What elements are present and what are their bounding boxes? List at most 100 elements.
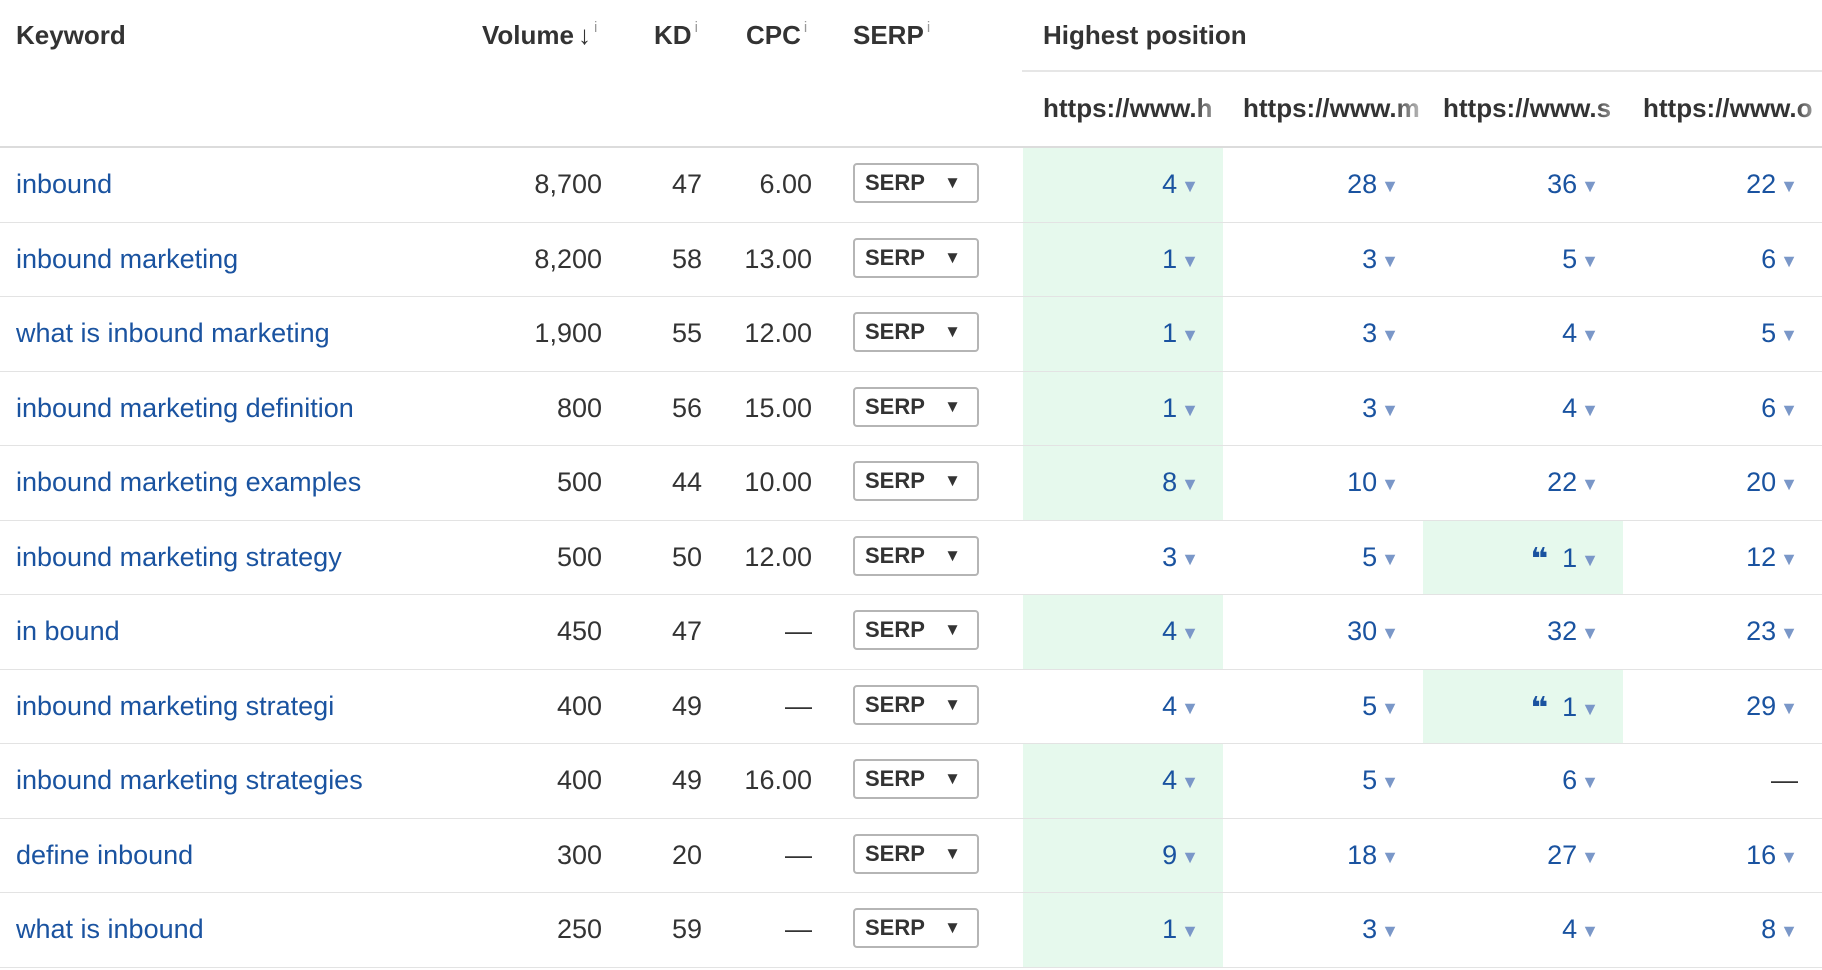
keyword-link[interactable]: inbound marketing strategy bbox=[16, 541, 342, 572]
position-caret-icon: ▼ bbox=[1381, 846, 1399, 867]
position-cell[interactable]: 6 ▼ bbox=[1423, 744, 1623, 818]
position-cell[interactable]: 1 ▼ bbox=[1023, 297, 1223, 371]
position-cell[interactable]: 10 ▼ bbox=[1223, 446, 1423, 520]
serp-dropdown-button[interactable]: SERP ▼ bbox=[853, 312, 979, 352]
position-cell[interactable]: 5 ▼ bbox=[1223, 744, 1423, 818]
position-cell[interactable]: 1 ▼ bbox=[1023, 893, 1223, 967]
position-cell[interactable]: 3 ▼ bbox=[1223, 223, 1423, 297]
serp-dropdown-button[interactable]: SERP ▼ bbox=[853, 163, 979, 203]
position-cell[interactable]: ❝ 1 ▼ bbox=[1423, 520, 1623, 594]
kd-value: 55 bbox=[671, 318, 702, 348]
position-cell[interactable]: 4 ▼ bbox=[1423, 297, 1623, 371]
serp-button-label: SERP bbox=[865, 915, 925, 940]
position-cell[interactable]: 4 ▼ bbox=[1023, 148, 1223, 222]
position-cell[interactable]: 36 ▼ bbox=[1423, 148, 1623, 222]
position-cell[interactable]: 32 ▼ bbox=[1423, 595, 1623, 669]
position-cell[interactable]: 5 ▼ bbox=[1223, 670, 1423, 744]
keyword-link[interactable]: what is inbound bbox=[16, 914, 204, 944]
position-caret-icon: ▼ bbox=[1780, 548, 1798, 569]
competitor-url-4[interactable]: https://www.o bbox=[1643, 93, 1822, 125]
dropdown-arrow-icon: ▼ bbox=[944, 694, 961, 714]
sort-descending-icon[interactable]: ↓ bbox=[577, 20, 591, 50]
info-icon[interactable]: i bbox=[593, 19, 598, 36]
position-cell[interactable]: 5 ▼ bbox=[1423, 223, 1623, 297]
volume-value: 800 bbox=[556, 392, 602, 423]
competitor-url-3[interactable]: https://www.s bbox=[1443, 93, 1633, 125]
cpc-value: — bbox=[785, 616, 812, 646]
position-cell[interactable]: 28 ▼ bbox=[1223, 148, 1423, 222]
keyword-link[interactable]: inbound marketing examples bbox=[16, 467, 362, 497]
cpc-value: — bbox=[785, 839, 812, 870]
position-cell[interactable]: 12 ▼ bbox=[1623, 521, 1822, 595]
position-cell[interactable]: 3 ▼ bbox=[1223, 372, 1423, 446]
serp-button-label: SERP bbox=[865, 170, 925, 195]
col-header-volume[interactable]: Volume ↓ i bbox=[482, 19, 598, 51]
position-cell[interactable]: 22 ▼ bbox=[1623, 148, 1822, 222]
serp-dropdown-button[interactable]: SERP ▼ bbox=[853, 908, 979, 948]
serp-dropdown-button[interactable]: SERP ▼ bbox=[853, 386, 979, 427]
position-cell[interactable]: 20 ▼ bbox=[1623, 446, 1822, 520]
position-cell[interactable]: 8 ▼ bbox=[1623, 893, 1822, 967]
cpc-value: 6.00 bbox=[759, 169, 812, 199]
position-cell[interactable]: 5 ▼ bbox=[1223, 521, 1423, 595]
position-cell[interactable]: 8 ▼ bbox=[1023, 446, 1223, 520]
position-cell[interactable]: 3 ▼ bbox=[1223, 893, 1423, 967]
position-cell[interactable]: 29 ▼ bbox=[1623, 670, 1822, 744]
position-cell[interactable]: 22 ▼ bbox=[1423, 446, 1623, 520]
position-cell[interactable]: 30 ▼ bbox=[1223, 595, 1423, 669]
position-cell[interactable]: 4 ▼ bbox=[1023, 744, 1223, 818]
position-cell[interactable]: 5 ▼ bbox=[1623, 297, 1822, 371]
keyword-link[interactable]: inbound marketing strategi bbox=[16, 690, 335, 721]
position-cell[interactable]: 23 ▼ bbox=[1623, 595, 1822, 669]
position-cell[interactable]: 16 ▼ bbox=[1623, 819, 1822, 893]
position-cell[interactable]: 3 ▼ bbox=[1223, 297, 1423, 371]
serp-dropdown-button[interactable]: SERP ▼ bbox=[853, 684, 979, 725]
position-cell[interactable]: ❝ 1 ▼ bbox=[1423, 669, 1623, 743]
info-icon[interactable]: i bbox=[803, 19, 808, 36]
position-cell[interactable]: 4 ▼ bbox=[1023, 595, 1223, 669]
position-value: 22 bbox=[1547, 467, 1578, 497]
serp-dropdown-button[interactable]: SERP ▼ bbox=[853, 461, 979, 501]
position-cell[interactable]: 1 ▼ bbox=[1023, 222, 1223, 296]
serp-button-label: SERP bbox=[865, 319, 925, 344]
keyword-link[interactable]: in bound bbox=[16, 616, 120, 646]
keyword-link[interactable]: inbound marketing definition bbox=[16, 392, 354, 423]
col-header-kd[interactable]: KD i bbox=[654, 19, 698, 51]
info-icon[interactable]: i bbox=[694, 19, 698, 36]
col-header-cpc[interactable]: CPC i bbox=[746, 19, 808, 51]
col-header-serp[interactable]: SERP i bbox=[853, 19, 931, 51]
keyword-link[interactable]: inbound marketing bbox=[16, 243, 239, 274]
position-value: 6 bbox=[1562, 765, 1578, 795]
position-cell[interactable]: 27 ▼ bbox=[1423, 819, 1623, 893]
position-cell[interactable]: 9 ▼ bbox=[1023, 818, 1223, 892]
position-cell[interactable]: 4 ▼ bbox=[1423, 372, 1623, 446]
serp-dropdown-button[interactable]: SERP ▼ bbox=[853, 759, 979, 799]
position-cell[interactable]: 6 ▼ bbox=[1623, 223, 1822, 297]
col-header-keyword[interactable]: Keyword bbox=[16, 20, 126, 51]
position-cell[interactable]: 18 ▼ bbox=[1223, 819, 1423, 893]
keyword-link[interactable]: inbound marketing strategies bbox=[16, 765, 363, 795]
position-cell[interactable]: 1 ▼ bbox=[1023, 371, 1223, 445]
serp-button-label: SERP bbox=[865, 617, 925, 642]
position-cell[interactable]: 6 ▼ bbox=[1623, 372, 1822, 446]
position-cell[interactable]: 4 ▼ bbox=[1023, 670, 1223, 744]
dropdown-arrow-icon: ▼ bbox=[944, 769, 961, 788]
info-icon[interactable]: i bbox=[926, 19, 931, 36]
position-cell[interactable]: 3 ▼ bbox=[1023, 521, 1223, 595]
serp-dropdown-button[interactable]: SERP ▼ bbox=[853, 833, 979, 874]
keyword-link[interactable]: inbound bbox=[16, 169, 113, 199]
competitor-url-2[interactable]: https://www.m bbox=[1243, 93, 1433, 125]
keyword-link[interactable]: define inbound bbox=[16, 839, 194, 870]
featured-snippet-icon: ❝ bbox=[1530, 542, 1549, 576]
serp-dropdown-button[interactable]: SERP ▼ bbox=[853, 610, 979, 650]
position-value: 12 bbox=[1746, 541, 1777, 572]
competitor-url-1[interactable]: https://www.h bbox=[1043, 93, 1233, 125]
featured-snippet-icon: ❝ bbox=[1530, 691, 1549, 725]
position-cell[interactable]: 4 ▼ bbox=[1423, 893, 1623, 967]
position-caret-icon: ▼ bbox=[1181, 846, 1199, 867]
serp-dropdown-button[interactable]: SERP ▼ bbox=[853, 237, 979, 278]
position-value: 5 bbox=[1362, 541, 1378, 572]
keyword-link[interactable]: what is inbound marketing bbox=[16, 318, 330, 348]
position-cell[interactable]: — bbox=[1623, 744, 1822, 818]
serp-dropdown-button[interactable]: SERP ▼ bbox=[853, 535, 979, 576]
